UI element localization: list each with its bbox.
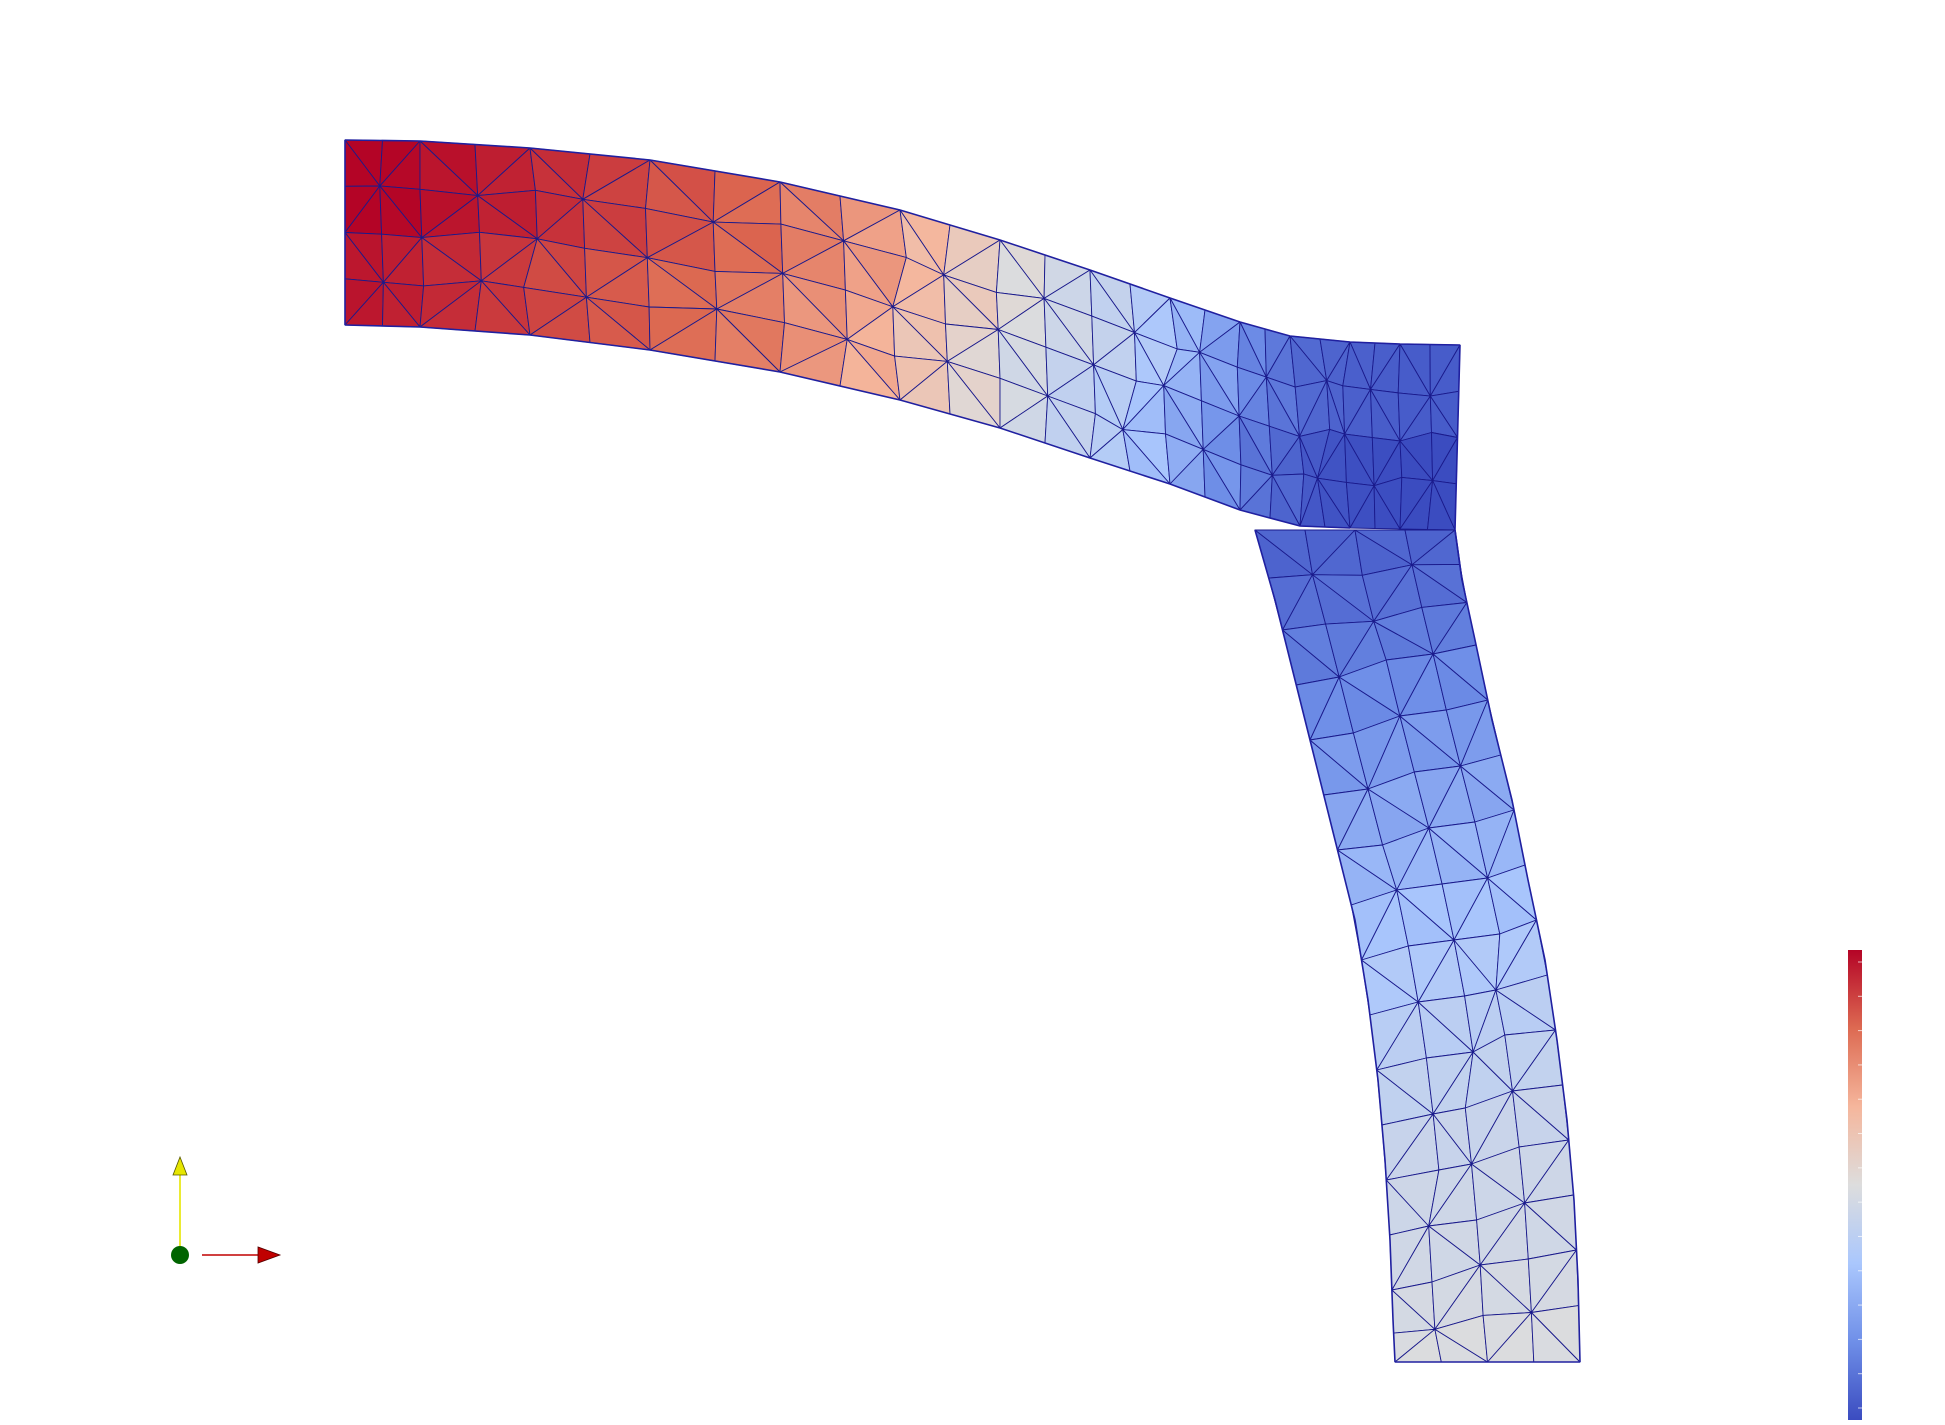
mesh-surface	[344, 139, 1581, 1363]
z-axis-origin-icon	[171, 1246, 189, 1264]
scalar-colorbar	[1848, 950, 1862, 1420]
orientation-axes	[171, 1155, 282, 1264]
leg-left-edge	[1254, 529, 1396, 1363]
arm-element-191	[1373, 485, 1401, 530]
y-axis-arrow-icon	[172, 1155, 188, 1176]
arm-bottom-edge	[344, 324, 1351, 529]
x-axis-arrow-icon	[257, 1246, 282, 1264]
leg-right-edge	[1454, 529, 1581, 1363]
colorbar-gradient	[1848, 950, 1862, 1420]
mesh-outline	[344, 139, 1581, 1363]
arm-top-edge	[344, 139, 1461, 346]
